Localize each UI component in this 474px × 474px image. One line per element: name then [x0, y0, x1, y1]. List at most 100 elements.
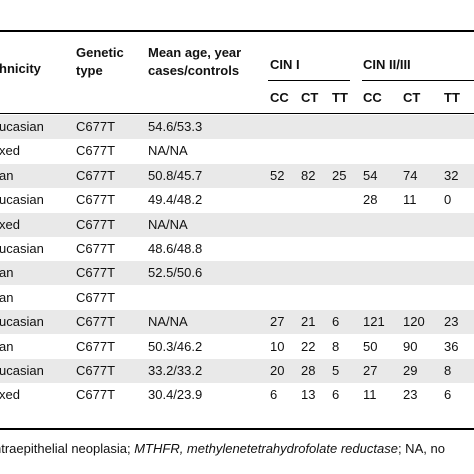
ethnicity-cell: an: [0, 289, 14, 305]
genetic-type-cell: C677T: [76, 289, 116, 305]
genetic-type-cell: C677T: [76, 314, 116, 330]
ethnicity-cell: ucasian: [0, 241, 44, 256]
header-ethnicity: hnicity: [0, 61, 41, 76]
header-genetic-line1: Genetic: [76, 45, 124, 60]
count-cell: 23: [444, 314, 459, 330]
header-mean-line1: Mean age, year: [148, 45, 242, 60]
genetic-type-cell: C677T: [76, 192, 116, 208]
header-cin1: CIN I: [270, 57, 300, 72]
table-row: an C677T: [0, 286, 474, 310]
count-cell: 32: [444, 167, 459, 183]
subheader-ct-1: CT: [301, 90, 319, 105]
ethnicity-cell: ucasian: [0, 192, 44, 208]
count-cell: 11: [363, 387, 377, 403]
genetic-type-cell: C677T: [76, 241, 116, 256]
count-cell: 27: [270, 314, 285, 330]
count-cell: 11: [403, 192, 417, 208]
ethnicity-cell: xed: [0, 216, 20, 232]
subheader-cc-1: CC: [270, 90, 289, 105]
count-cell: 28: [363, 192, 378, 208]
footnote-text-1: ntraepithelial neoplasia;: [0, 441, 135, 456]
count-cell: 54: [363, 167, 378, 183]
count-cell: 0: [444, 192, 452, 208]
mean-age-cell: 52.5/50.6: [148, 265, 203, 281]
table-row: xed C677T NA/NA: [0, 212, 474, 237]
count-cell: 21: [301, 314, 316, 330]
count-cell: 50: [363, 338, 378, 354]
ethnicity-cell: ucasian: [0, 119, 44, 134]
table-row: ucasian C677T 49.4/48.2 28 11 0: [0, 188, 474, 212]
count-cell: 121: [363, 314, 385, 330]
mean-age-cell: NA/NA: [148, 314, 188, 330]
footnote-text-2: ; NA, no: [397, 441, 445, 456]
genetic-type-cell: C677T: [76, 167, 116, 183]
count-cell: 23: [403, 387, 418, 403]
genetic-type-cell: C677T: [76, 119, 116, 134]
count-cell: 22: [301, 338, 316, 354]
table-row: ucasian C677T 33.2/33.2 20 28 5 27 29 8: [0, 359, 474, 383]
count-cell: 8: [332, 338, 340, 354]
count-cell: 36: [444, 338, 459, 354]
mean-age-cell: 49.4/48.2: [148, 192, 203, 208]
mean-age-cell: 50.8/45.7: [148, 167, 203, 183]
subheader-cc-2: CC: [363, 90, 382, 105]
header-genetic-line2: type: [76, 63, 103, 78]
count-cell: 90: [403, 338, 418, 354]
header-cin23: CIN II/III: [363, 57, 411, 72]
table-row: ucasian C677T 48.6/48.8: [0, 237, 474, 261]
mean-age-cell: 33.2/33.2: [148, 363, 203, 378]
count-cell: 6: [270, 387, 278, 403]
count-cell: 8: [444, 363, 452, 378]
count-cell: 6: [444, 387, 452, 403]
mean-age-cell: 50.3/46.2: [148, 338, 203, 354]
header-mean-line2: cases/controls: [148, 63, 240, 78]
ethnicity-cell: ucasian: [0, 363, 44, 378]
table-row: ucasian C677T NA/NA 27 21 6 121 120 23: [0, 310, 474, 335]
count-cell: 29: [403, 363, 418, 378]
count-cell: 10: [270, 338, 285, 354]
genetic-type-cell: C677T: [76, 363, 116, 378]
count-cell: 13: [301, 387, 316, 403]
bottom-rule: [0, 428, 474, 430]
mean-age-cell: NA/NA: [148, 143, 188, 159]
count-cell: 27: [363, 363, 378, 378]
table-row: ucasian C677T 54.6/53.3: [0, 115, 474, 139]
count-cell: 28: [301, 363, 316, 378]
top-rule: [0, 30, 474, 32]
genetic-type-cell: C677T: [76, 338, 116, 354]
mean-age-cell: NA/NA: [148, 216, 188, 232]
subheader-tt-1: TT: [332, 90, 348, 105]
count-cell: 5: [332, 363, 340, 378]
cin1-underline: [268, 80, 350, 81]
count-cell: 74: [403, 167, 418, 183]
table-row: an C677T 50.8/45.7 52 82 25 54 74 32: [0, 163, 474, 188]
count-cell: 6: [332, 314, 340, 330]
table-row: xed C677T 30.4/23.9 6 13 6 11 23 6: [0, 383, 474, 407]
ethnicity-cell: an: [0, 167, 14, 183]
mean-age-cell: 54.6/53.3: [148, 119, 203, 134]
ethnicity-cell: ucasian: [0, 314, 44, 330]
count-cell: 120: [403, 314, 425, 330]
table-row: an C677T 50.3/46.2 10 22 8 50 90 36: [0, 335, 474, 359]
ethnicity-cell: xed: [0, 143, 20, 159]
subheader-ct-2: CT: [403, 90, 421, 105]
ethnicity-cell: xed: [0, 387, 20, 403]
table-row: xed C677T NA/NA: [0, 139, 474, 163]
count-cell: 52: [270, 167, 285, 183]
count-cell: 25: [332, 167, 347, 183]
ethnicity-cell: an: [0, 265, 14, 281]
count-cell: 20: [270, 363, 285, 378]
footnote-italic: MTHFR, methylenetetrahydrofolate reducta…: [134, 441, 398, 456]
subheader-tt-2: TT: [444, 90, 460, 105]
genetic-type-cell: C677T: [76, 387, 116, 403]
header-rule: [0, 113, 474, 114]
genetic-type-cell: C677T: [76, 143, 116, 159]
footnote: ntraepithelial neoplasia; MTHFR, methyle…: [0, 441, 445, 456]
cin23-underline: [362, 80, 474, 81]
count-cell: 6: [332, 387, 340, 403]
genetic-type-cell: C677T: [76, 216, 116, 232]
table-row: an C677T 52.5/50.6: [0, 261, 474, 286]
genetic-type-cell: C677T: [76, 265, 116, 281]
count-cell: 82: [301, 167, 316, 183]
mean-age-cell: 30.4/23.9: [148, 387, 203, 403]
